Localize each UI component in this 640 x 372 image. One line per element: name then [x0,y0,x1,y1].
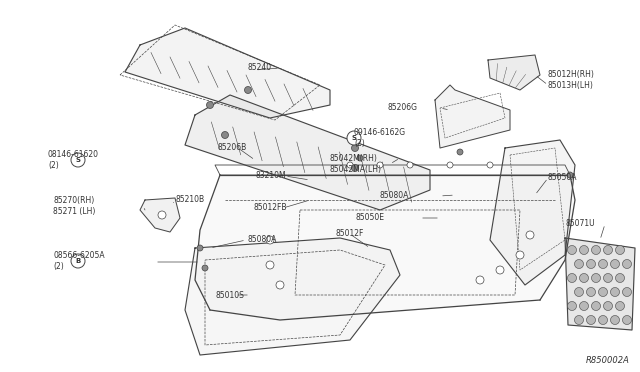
Circle shape [604,273,612,282]
Text: S: S [76,157,81,163]
Text: 85206G: 85206G [388,103,418,112]
Text: 85050A: 85050A [548,173,577,183]
Circle shape [611,315,620,324]
Circle shape [575,260,584,269]
Circle shape [568,273,577,282]
Circle shape [575,315,584,324]
Circle shape [604,301,612,311]
Text: 85050E: 85050E [356,214,385,222]
Circle shape [476,276,484,284]
Text: 85012F: 85012F [335,230,364,238]
Circle shape [623,260,632,269]
Circle shape [457,149,463,155]
Polygon shape [435,85,510,148]
Text: 85206B: 85206B [218,144,247,153]
Text: R850002A: R850002A [586,356,630,365]
Text: 85080A: 85080A [248,235,277,244]
Circle shape [351,164,358,171]
Text: 85042M(RH)
85042MA(LH): 85042M(RH) 85042MA(LH) [330,154,382,174]
Circle shape [347,162,353,168]
Circle shape [623,315,632,324]
Circle shape [347,131,361,145]
Text: 85080A: 85080A [380,192,410,201]
Circle shape [357,155,363,161]
Circle shape [487,162,493,168]
Circle shape [579,273,589,282]
Polygon shape [185,95,430,210]
Circle shape [591,273,600,282]
Circle shape [568,301,577,311]
Circle shape [616,246,625,254]
Text: 85210B: 85210B [175,196,204,205]
Polygon shape [125,28,330,118]
Polygon shape [195,175,575,320]
Circle shape [586,288,595,296]
Circle shape [221,131,228,138]
Circle shape [266,236,274,244]
Polygon shape [488,55,540,90]
Circle shape [158,211,166,219]
Circle shape [623,288,632,296]
Circle shape [591,301,600,311]
Polygon shape [490,140,575,285]
Circle shape [586,315,595,324]
Polygon shape [185,238,400,355]
Circle shape [568,246,577,254]
Circle shape [598,315,607,324]
Circle shape [575,288,584,296]
Text: 09146-6162G
(2): 09146-6162G (2) [354,128,406,148]
Circle shape [616,301,625,311]
Circle shape [276,281,284,289]
Circle shape [202,265,208,271]
Circle shape [591,246,600,254]
Circle shape [579,301,589,311]
Circle shape [71,254,85,268]
Text: 08146-61620
(2): 08146-61620 (2) [48,150,99,170]
Circle shape [616,273,625,282]
Text: S: S [351,135,356,141]
Circle shape [244,87,252,93]
Circle shape [526,231,534,239]
Circle shape [407,162,413,168]
Circle shape [567,172,573,178]
Text: 83210M: 83210M [255,171,285,180]
Circle shape [598,288,607,296]
Text: 85071U: 85071U [565,219,595,228]
Circle shape [611,260,620,269]
Circle shape [266,261,274,269]
Text: 85240: 85240 [247,64,271,73]
Circle shape [447,162,453,168]
Circle shape [598,260,607,269]
Circle shape [496,266,504,274]
Circle shape [351,144,358,151]
Circle shape [377,162,383,168]
Text: 85270(RH)
85271 (LH): 85270(RH) 85271 (LH) [53,196,95,216]
Circle shape [604,246,612,254]
Text: 85012H(RH)
85013H(LH): 85012H(RH) 85013H(LH) [548,70,595,90]
Polygon shape [140,198,180,232]
Circle shape [197,245,203,251]
Text: 08566-6205A
(2): 08566-6205A (2) [53,251,104,271]
Circle shape [516,251,524,259]
Text: 85010S: 85010S [215,291,244,299]
Circle shape [579,246,589,254]
Circle shape [71,153,85,167]
Text: 85012FB: 85012FB [253,203,287,212]
Circle shape [586,260,595,269]
Text: B: B [76,258,81,264]
Polygon shape [565,238,635,330]
Circle shape [207,102,214,109]
Circle shape [611,288,620,296]
